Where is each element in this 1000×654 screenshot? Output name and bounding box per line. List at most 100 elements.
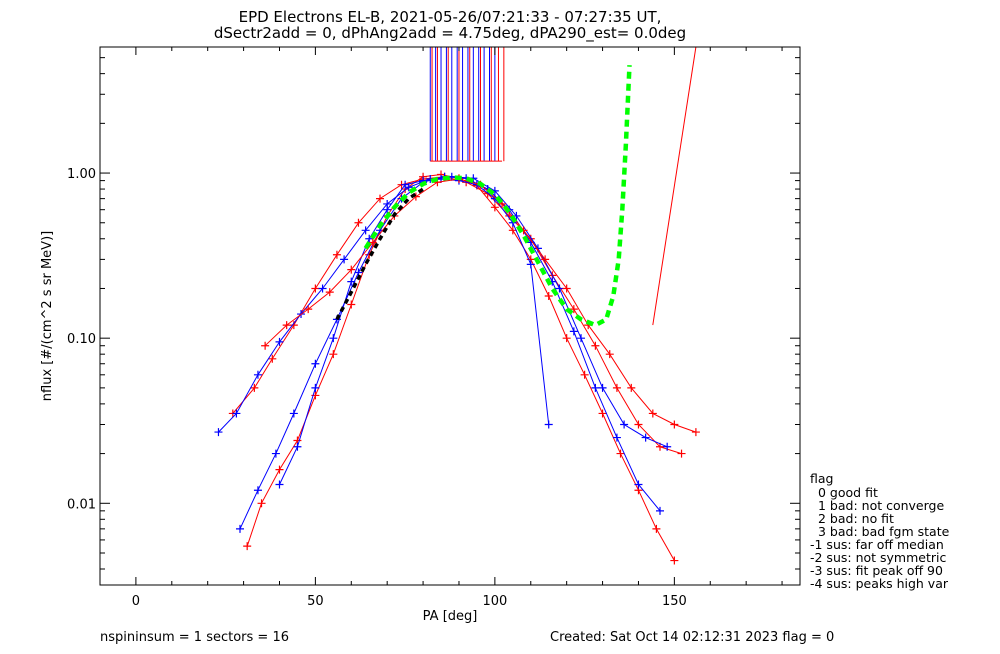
- chart-title: EPD Electrons EL-B, 2021-05-26/07:21:33 …: [239, 8, 662, 26]
- series-0-point-21: [616, 449, 625, 458]
- series-3-point-19: [620, 420, 629, 429]
- series-2-point-16: [569, 327, 578, 336]
- series-5-point-2: [304, 305, 313, 314]
- red-rise-line: [652, 46, 697, 326]
- series-3-point-5: [318, 284, 327, 293]
- series-2-point-2: [271, 449, 280, 458]
- series-2-point-17: [591, 383, 600, 392]
- series-3-point-2: [253, 370, 262, 379]
- series-3-point-20: [641, 433, 650, 442]
- legend-item-3: 3 bad: bad fgm state: [818, 524, 950, 539]
- series-3-point-7: [361, 226, 370, 235]
- series-line-5: [264, 178, 697, 433]
- series-0-point-14: [490, 203, 499, 212]
- series-4-point-14: [526, 260, 535, 269]
- series-4-point-4: [347, 277, 356, 286]
- data-layer: [214, 46, 700, 565]
- series-4-point-15: [544, 420, 553, 429]
- x-tick-label-0: 0: [132, 594, 140, 609]
- series-1-point-5: [332, 250, 341, 259]
- footer-right: Created: Sat Oct 14 02:12:31 2023 flag =…: [550, 630, 834, 645]
- series-0-point-20: [598, 409, 607, 418]
- series-5-point-18: [648, 409, 657, 418]
- series-3-point-17: [577, 334, 586, 343]
- series-line-4: [279, 178, 550, 485]
- series-4-point-5: [365, 234, 374, 243]
- series-2-point-19: [634, 480, 643, 489]
- legend-item-7: -4 sus: peaks high var: [810, 576, 949, 591]
- series-5-point-4: [347, 265, 356, 274]
- series-4-point-7: [401, 180, 410, 189]
- y-tick-label-0: 0.01: [67, 497, 96, 512]
- x-tick-label-3: 150: [662, 594, 687, 609]
- series-0-point-17: [544, 292, 553, 301]
- series-2-point-0: [236, 524, 244, 533]
- series-0-point-2: [275, 465, 284, 474]
- series-1-point-18: [612, 383, 621, 392]
- series-5-point-3: [325, 288, 334, 297]
- series-2-point-3: [289, 409, 298, 418]
- series-2-point-18: [612, 433, 621, 442]
- series-5-point-20: [691, 428, 700, 437]
- series-3-point-18: [598, 383, 607, 392]
- legend-item-6: -3 sus: fit peak off 90: [810, 563, 943, 578]
- series-1-point-1: [250, 383, 259, 392]
- series-1-point-6: [354, 218, 363, 227]
- legend-item-0: 0 good fit: [818, 485, 878, 500]
- series-5-point-5: [368, 238, 377, 247]
- series-4-point-0: [275, 480, 284, 489]
- series-4-point-1: [293, 442, 302, 451]
- series-2-point-1: [253, 486, 262, 495]
- series-0-point-19: [580, 370, 589, 379]
- fit-green-line: [363, 65, 632, 328]
- series-0-point-18: [562, 334, 571, 343]
- series-1-point-2: [268, 354, 277, 363]
- series-1-point-3: [289, 321, 298, 330]
- legend: flag 0 good fit 1 bad: not converge 2 ba…: [810, 471, 950, 591]
- chart-subtitle: dSectr2add = 0, dPhAng2add = 4.75deg, dP…: [214, 24, 686, 43]
- series-3-point-15: [533, 244, 542, 253]
- series-0-point-5: [329, 350, 338, 359]
- x-axis-label: PA [deg]: [423, 609, 478, 624]
- series-line-2: [239, 176, 661, 530]
- fit-black-line: [335, 187, 425, 321]
- series-5-point-19: [670, 420, 679, 429]
- legend-item-4: -1 sus: far off median: [810, 537, 944, 552]
- series-line-0: [246, 173, 675, 561]
- legend-item-2: 2 bad: no fit: [818, 511, 894, 526]
- series-3-point-6: [340, 255, 349, 264]
- footer-left: nspininsum = 1 sectors = 16: [100, 630, 289, 645]
- series-4-point-2: [311, 383, 320, 392]
- legend-item-5: -2 sus: not symmetric: [810, 550, 946, 565]
- series-2-point-20: [656, 506, 664, 515]
- series-5-point-16: [605, 350, 614, 359]
- series-3-point-0: [214, 428, 223, 437]
- series-3-point-1: [232, 409, 241, 418]
- series-0-point-24: [670, 556, 679, 565]
- plot-frame: [99, 46, 801, 586]
- axes: 0 50 100 150 0.01 0.10 1.00: [67, 47, 800, 609]
- series-0-point-6: [347, 300, 356, 309]
- series-0-point-23: [652, 524, 661, 533]
- series-3-point-3: [275, 337, 284, 346]
- series-4-point-6: [383, 205, 392, 214]
- series-1-point-17: [591, 341, 600, 350]
- x-tick-label-1: 50: [307, 594, 324, 609]
- series-0-point-1: [257, 499, 266, 508]
- y-tick-label-2: 1.00: [67, 167, 96, 182]
- series-line-3: [218, 176, 668, 448]
- series-3-point-16: [555, 284, 564, 293]
- series-1-point-7: [376, 194, 384, 203]
- y-axis-label: nflux [#/(cm^2 s sr MeV)]: [40, 231, 55, 401]
- series-0-point-15: [508, 226, 517, 235]
- series-1-point-16: [569, 305, 578, 314]
- series-1-point-4: [311, 284, 320, 293]
- series-5-point-14: [562, 284, 571, 293]
- series-2-point-4: [311, 359, 320, 368]
- series-1-point-21: [677, 449, 686, 458]
- y-tick-label-1: 0.10: [67, 332, 96, 347]
- series-4-point-3: [329, 334, 338, 343]
- series-1-point-19: [634, 420, 643, 429]
- legend-item-1: 1 bad: not converge: [818, 498, 944, 513]
